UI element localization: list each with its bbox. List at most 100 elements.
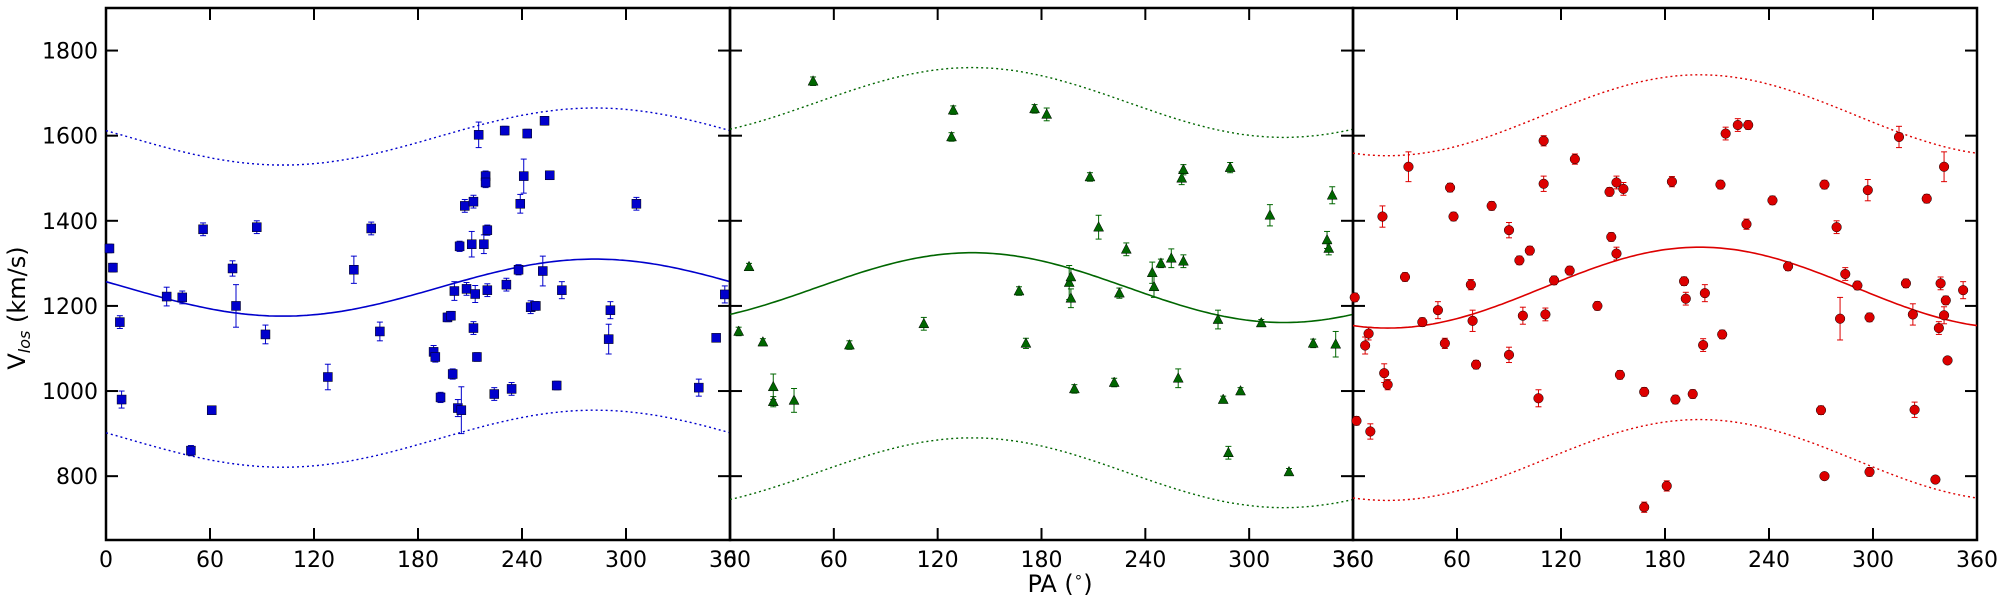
data-point [1840, 268, 1851, 280]
data-point [454, 241, 465, 252]
data-point [206, 405, 217, 415]
data-point [807, 75, 819, 86]
data-point [1283, 465, 1295, 477]
data-point [1564, 265, 1575, 276]
data-point [1921, 193, 1932, 204]
data-point [252, 222, 262, 232]
data-point [104, 243, 115, 254]
data-point [1020, 337, 1032, 348]
data-point [482, 285, 493, 295]
data-point [1065, 292, 1077, 303]
data-point [1146, 266, 1158, 277]
data-point [506, 384, 517, 394]
data-point [1715, 179, 1726, 190]
data-point [767, 395, 779, 406]
data-point [1680, 293, 1691, 304]
x-tick-label: 120 [293, 548, 335, 573]
data-point [1503, 349, 1515, 360]
data-point [1176, 172, 1188, 183]
data-point [115, 317, 125, 327]
x-tick-label: 180 [397, 548, 439, 573]
data-point [1942, 355, 1953, 366]
data-point [472, 352, 482, 362]
data-point [1538, 135, 1549, 146]
x-axis-label-degree: ∘ [1074, 568, 1083, 586]
data-point [1939, 161, 1950, 172]
upper-bound-curve [1352, 74, 1978, 157]
data-point [1862, 185, 1873, 196]
panel-frame [728, 6, 1355, 542]
data-point [489, 389, 500, 399]
data-point [1330, 338, 1342, 349]
y-tick-label: 1000 [42, 380, 98, 405]
data-point [757, 336, 769, 347]
data-point [1471, 359, 1482, 370]
data-point [1743, 119, 1754, 131]
data-point [468, 323, 479, 333]
upper-bound-curve [105, 107, 731, 166]
data-point [1326, 189, 1338, 200]
data-point [186, 445, 196, 456]
data-point [231, 301, 241, 311]
panel-frame [104, 6, 732, 542]
panel-2: 0 60 120 180 240 300 360 [723, 6, 1374, 573]
data-point [466, 239, 477, 249]
data-point [460, 201, 470, 211]
data-point [1939, 310, 1950, 321]
lower-bound-curve [729, 437, 1354, 509]
data-point [1909, 404, 1920, 415]
data-point [720, 289, 730, 300]
data-point [767, 380, 779, 392]
lower-bound-curve [1352, 418, 1978, 502]
data-point [518, 171, 529, 181]
data-point [1093, 221, 1105, 232]
data-point [1606, 231, 1617, 243]
data-point [1639, 502, 1650, 513]
data-point [461, 284, 472, 294]
x-tick-label: 180 [1644, 548, 1686, 573]
data-point [1907, 309, 1918, 320]
data-point [1783, 261, 1794, 272]
data-point [631, 199, 642, 209]
data-point [1930, 474, 1941, 485]
data-point [1448, 211, 1459, 222]
x-tick-label: 360 [1956, 548, 1998, 573]
data-point [515, 199, 526, 209]
x-tick-label: 300 [1228, 548, 1270, 573]
lower-bound-curve [105, 409, 731, 468]
data-points [104, 116, 730, 457]
y-tick-label: 1800 [42, 40, 98, 65]
data-point [1360, 340, 1371, 351]
data-point [1639, 386, 1650, 397]
data-point [1235, 385, 1246, 396]
panel-1: 800 1000 1200 1400 1600 1800 0 60 120 180 240 300 36… [42, 6, 751, 573]
upper-bound-curve [729, 66, 1354, 139]
data-point [1604, 186, 1615, 197]
data-point [1382, 379, 1393, 390]
data-point [499, 125, 510, 136]
data-point [1933, 323, 1944, 334]
fit-curve [105, 258, 731, 317]
x-tick-label: 360 [1332, 548, 1374, 573]
x-tick-label: 0 [723, 548, 737, 573]
data-point [1363, 328, 1374, 339]
data-point [947, 104, 959, 115]
data-point [1864, 466, 1875, 477]
panel-3: 360 60 120 180 240 300 360 [1332, 6, 1998, 573]
data-point [1819, 471, 1830, 482]
x-tick-label: 300 [1852, 548, 1894, 573]
data-point [1864, 312, 1875, 323]
data-point [1377, 211, 1388, 222]
y-tick-label: 1400 [42, 210, 98, 235]
data-point [1592, 300, 1603, 311]
data-point [198, 224, 208, 235]
data-point [501, 279, 512, 290]
data-point [349, 264, 359, 275]
data-point [1349, 292, 1360, 303]
x-tick-label: 60 [1443, 548, 1471, 573]
x-tick-label: 180 [1021, 548, 1063, 573]
x-tick-label: 120 [1540, 548, 1582, 573]
data-point [1538, 178, 1549, 189]
data-point [1717, 329, 1728, 340]
